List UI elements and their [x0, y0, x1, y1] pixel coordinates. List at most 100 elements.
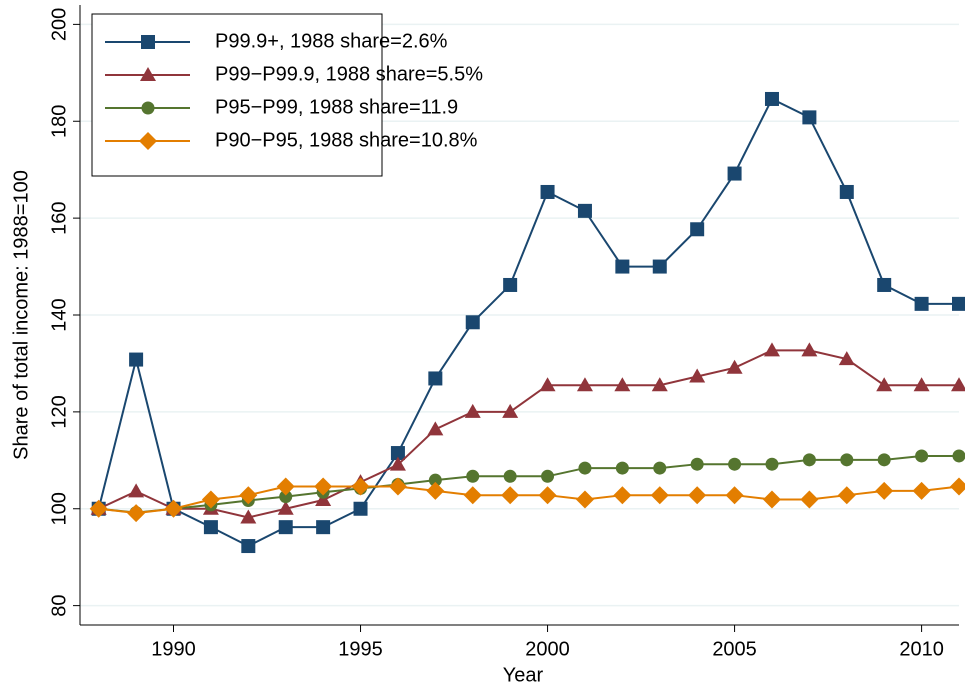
marker — [464, 403, 481, 418]
legend-marker — [140, 67, 156, 81]
marker — [912, 481, 931, 500]
marker — [239, 486, 258, 505]
marker — [278, 520, 293, 535]
marker — [690, 222, 705, 237]
marker — [128, 483, 145, 498]
legend: P99.9+, 1988 share=2.6% P99−P99.9, 1988 s… — [91, 13, 483, 177]
marker — [915, 449, 929, 463]
marker — [316, 520, 331, 535]
marker — [877, 277, 892, 292]
marker — [279, 490, 293, 504]
x-tick-label: 1990 — [151, 638, 196, 660]
legend-marker — [141, 101, 155, 115]
marker — [129, 352, 144, 367]
marker — [690, 457, 704, 471]
marker — [688, 486, 707, 505]
marker — [538, 486, 557, 505]
marker — [164, 499, 183, 518]
marker — [650, 486, 669, 505]
marker — [388, 477, 407, 496]
marker — [503, 469, 517, 483]
marker — [914, 296, 929, 311]
marker — [951, 377, 965, 392]
marker — [241, 539, 256, 554]
marker — [314, 477, 333, 496]
marker — [763, 342, 780, 357]
series-line — [98, 454, 959, 514]
marker — [765, 457, 779, 471]
x-tick-label: 1995 — [338, 638, 383, 660]
marker — [613, 486, 632, 505]
marker — [689, 368, 706, 383]
marker — [800, 490, 819, 509]
marker — [390, 446, 405, 461]
marker — [127, 504, 146, 523]
marker — [651, 377, 668, 392]
marker — [728, 457, 742, 471]
marker — [952, 449, 965, 463]
marker — [726, 359, 743, 374]
marker — [466, 469, 480, 483]
legend-label: P99−P99.9, 1988 share=5.5% — [215, 63, 483, 85]
x-tick-label: 2005 — [712, 638, 757, 660]
marker — [950, 477, 965, 496]
marker — [240, 509, 257, 524]
marker — [653, 461, 667, 475]
marker — [578, 461, 592, 475]
marker — [614, 377, 631, 392]
marker — [838, 351, 855, 366]
marker — [201, 490, 220, 509]
marker — [652, 259, 667, 274]
marker — [877, 453, 891, 467]
marker — [540, 184, 555, 199]
y-axis-title: Share of total income: 1988=100 — [10, 170, 32, 460]
marker — [576, 377, 593, 392]
x-axis-title: Year — [503, 664, 544, 686]
marker — [89, 499, 108, 518]
x-tick-label: 2010 — [899, 638, 944, 660]
marker — [428, 473, 442, 487]
marker — [802, 453, 816, 467]
marker — [764, 91, 779, 106]
marker — [502, 403, 519, 418]
y-tick-label: 160 — [48, 201, 70, 234]
legend-marker — [139, 132, 157, 150]
marker — [463, 486, 482, 505]
marker — [801, 342, 818, 357]
marker — [615, 259, 630, 274]
marker — [913, 377, 930, 392]
y-tick-label: 140 — [48, 298, 70, 331]
marker — [276, 477, 295, 496]
legend-marker — [141, 35, 155, 49]
y-tick-label: 80 — [48, 595, 70, 617]
marker — [762, 490, 781, 509]
x-tick-label: 2000 — [525, 638, 570, 660]
marker — [725, 486, 744, 505]
marker — [428, 371, 443, 386]
marker — [837, 486, 856, 505]
marker — [802, 110, 817, 125]
marker — [541, 469, 555, 483]
legend-label: P95−P99, 1988 share=11.9 — [215, 96, 458, 118]
marker — [315, 492, 332, 507]
marker — [465, 315, 480, 330]
y-tick-label: 200 — [48, 8, 70, 41]
marker — [503, 277, 518, 292]
marker — [875, 481, 894, 500]
marker — [351, 477, 370, 496]
legend-label: P99.9+, 1988 share=2.6% — [215, 30, 448, 52]
marker — [389, 456, 406, 471]
marker — [840, 453, 854, 467]
marker — [839, 184, 854, 199]
marker — [426, 481, 445, 500]
legend-label: P90−P95, 1988 share=10.8% — [215, 129, 478, 151]
marker — [353, 501, 368, 516]
y-tick-label: 100 — [48, 492, 70, 525]
y-tick-label: 120 — [48, 395, 70, 428]
marker — [427, 421, 444, 436]
marker — [577, 203, 592, 218]
marker — [575, 490, 594, 509]
marker — [615, 461, 629, 475]
marker — [203, 520, 218, 535]
y-tick-label: 180 — [48, 105, 70, 138]
